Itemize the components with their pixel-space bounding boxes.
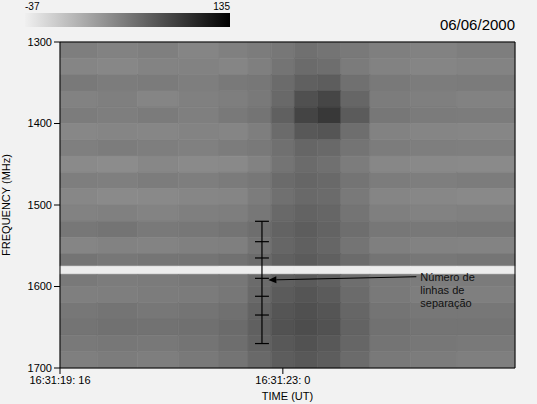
svg-text:1700: 1700 [28,362,52,374]
svg-text:1600: 1600 [28,280,52,292]
svg-text:16:31:23: 0: 16:31:23: 0 [255,374,310,386]
svg-text:FREQUENCY (MHz): FREQUENCY (MHz) [0,154,12,256]
svg-text:06/06/2000: 06/06/2000 [440,16,515,33]
svg-text:135: 135 [213,1,230,12]
svg-text:1300: 1300 [28,36,52,48]
svg-text:Número delinhas deseparação: Número delinhas deseparação [420,271,474,309]
svg-text:TIME (UT): TIME (UT) [262,390,313,402]
svg-text:1400: 1400 [28,117,52,129]
svg-text:1500: 1500 [28,199,52,211]
svg-text:-37: -37 [25,1,40,12]
svg-text:16:31:19: 16: 16:31:19: 16 [29,374,90,386]
